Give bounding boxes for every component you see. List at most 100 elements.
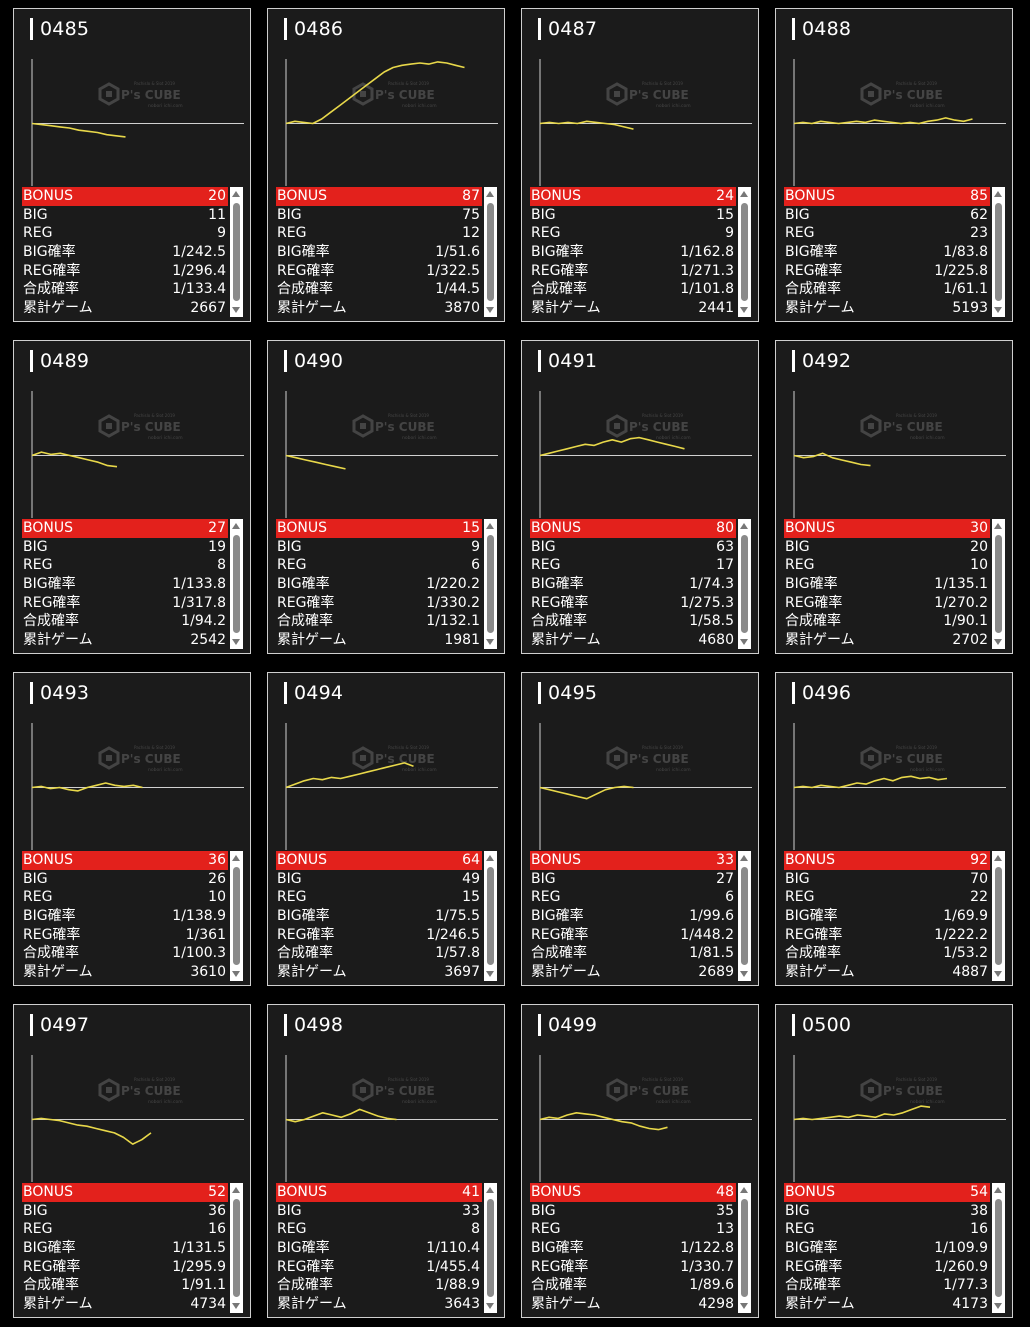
- stats-scrollbar[interactable]: [992, 1183, 1005, 1313]
- svg-text:Pachislo & Slot 2019: Pachislo & Slot 2019: [642, 413, 683, 418]
- stats-scrollbar[interactable]: [230, 187, 243, 317]
- scroll-thumb[interactable]: [487, 535, 494, 633]
- stats-scrollbar[interactable]: [230, 1183, 243, 1313]
- scroll-thumb[interactable]: [741, 535, 748, 633]
- scroll-down-icon[interactable]: [232, 307, 240, 313]
- scroll-up-icon[interactable]: [994, 523, 1002, 529]
- scroll-down-icon[interactable]: [486, 1303, 494, 1309]
- stat-row-reg-rate: REG確率 1/330.2: [276, 594, 482, 613]
- scroll-down-icon[interactable]: [740, 1303, 748, 1309]
- scroll-up-icon[interactable]: [994, 191, 1002, 197]
- stats-scrollbar[interactable]: [992, 187, 1005, 317]
- machine-card[interactable]: 0494 P's CUBE Pachislo & Slot 2019 nobori i…: [267, 672, 505, 986]
- watermark-logo: P's CUBE Pachislo & Slot 2019 nobori ichi.…: [860, 81, 945, 109]
- stats-scrollbar[interactable]: [484, 1183, 497, 1313]
- machine-card[interactable]: 0485 P's CUBE Pachislo & Slot 2019 nobori i…: [13, 8, 251, 322]
- stats-scrollbar[interactable]: [484, 851, 497, 981]
- scroll-down-icon[interactable]: [486, 639, 494, 645]
- scroll-down-icon[interactable]: [740, 639, 748, 645]
- scroll-down-icon[interactable]: [994, 639, 1002, 645]
- stat-value: 1/51.6: [435, 244, 480, 261]
- scroll-thumb[interactable]: [487, 867, 494, 965]
- scroll-down-icon[interactable]: [994, 307, 1002, 313]
- stats-scrollbar[interactable]: [738, 187, 751, 317]
- scroll-up-icon[interactable]: [486, 191, 494, 197]
- scroll-up-icon[interactable]: [994, 855, 1002, 861]
- scroll-thumb[interactable]: [995, 535, 1002, 633]
- stat-row-big: BIG 63: [530, 538, 736, 557]
- scroll-down-icon[interactable]: [486, 971, 494, 977]
- scroll-up-icon[interactable]: [486, 1187, 494, 1193]
- stats-scrollbar[interactable]: [992, 851, 1005, 981]
- scroll-down-icon[interactable]: [740, 307, 748, 313]
- machine-card[interactable]: 0490 P's CUBE Pachislo & Slot 2019 nobori i…: [267, 340, 505, 654]
- scroll-up-icon[interactable]: [232, 523, 240, 529]
- machine-header: 0490: [284, 349, 343, 373]
- stat-value: 80: [716, 520, 734, 536]
- machine-card[interactable]: 0487 P's CUBE Pachislo & Slot 2019 nobori i…: [521, 8, 759, 322]
- machine-card[interactable]: 0500 P's CUBE Pachislo & Slot 2019 nobori i…: [775, 1004, 1013, 1318]
- stat-value: 33: [716, 852, 734, 868]
- scroll-thumb[interactable]: [741, 1199, 748, 1297]
- scroll-down-icon[interactable]: [740, 971, 748, 977]
- scroll-thumb[interactable]: [233, 203, 240, 301]
- machine-card[interactable]: 0489 P's CUBE Pachislo & Slot 2019 nobori i…: [13, 340, 251, 654]
- scroll-up-icon[interactable]: [232, 855, 240, 861]
- slump-line: [31, 782, 143, 792]
- scroll-down-icon[interactable]: [232, 639, 240, 645]
- stat-value: 1/295.9: [172, 1258, 226, 1275]
- machine-card[interactable]: 0497 P's CUBE Pachislo & Slot 2019 nobori i…: [13, 1004, 251, 1318]
- scroll-up-icon[interactable]: [740, 523, 748, 529]
- stat-row-games: 累計ゲーム 2441: [530, 299, 736, 318]
- scroll-up-icon[interactable]: [232, 1187, 240, 1193]
- stat-row-games: 累計ゲーム 4298: [530, 1295, 736, 1314]
- machine-card[interactable]: 0493 P's CUBE Pachislo & Slot 2019 nobori i…: [13, 672, 251, 986]
- scroll-up-icon[interactable]: [994, 1187, 1002, 1193]
- machine-card[interactable]: 0495 P's CUBE Pachislo & Slot 2019 nobori i…: [521, 672, 759, 986]
- scroll-up-icon[interactable]: [232, 191, 240, 197]
- machine-card[interactable]: 0499 P's CUBE Pachislo & Slot 2019 nobori i…: [521, 1004, 759, 1318]
- stats-scrollbar[interactable]: [484, 187, 497, 317]
- scroll-thumb[interactable]: [487, 1199, 494, 1297]
- scroll-thumb[interactable]: [995, 867, 1002, 965]
- scroll-down-icon[interactable]: [486, 307, 494, 313]
- stats-scrollbar[interactable]: [738, 1183, 751, 1313]
- scroll-thumb[interactable]: [995, 203, 1002, 301]
- stats-table: BONUS 30 BIG 20 REG 10 BIG確率 1/135.1 REG確率 1/270.…: [784, 519, 990, 650]
- stats-scrollbar[interactable]: [992, 519, 1005, 649]
- scroll-up-icon[interactable]: [740, 1187, 748, 1193]
- stat-label: BONUS: [23, 852, 73, 868]
- machine-card[interactable]: 0488 P's CUBE Pachislo & Slot 2019 nobori i…: [775, 8, 1013, 322]
- stats-scrollbar[interactable]: [230, 851, 243, 981]
- machine-number: 0495: [548, 682, 598, 704]
- stat-value: 1/99.6: [689, 908, 734, 925]
- scroll-thumb[interactable]: [741, 203, 748, 301]
- machine-card[interactable]: 0491 P's CUBE Pachislo & Slot 2019 nobori i…: [521, 340, 759, 654]
- machine-card[interactable]: 0492 P's CUBE Pachislo & Slot 2019 nobori i…: [775, 340, 1013, 654]
- scroll-thumb[interactable]: [233, 867, 240, 965]
- stat-label: BIG: [277, 1202, 302, 1219]
- machine-card[interactable]: 0496 P's CUBE Pachislo & Slot 2019 nobori i…: [775, 672, 1013, 986]
- scroll-up-icon[interactable]: [740, 855, 748, 861]
- scroll-down-icon[interactable]: [232, 1303, 240, 1309]
- machine-card[interactable]: 0486 P's CUBE Pachislo & Slot 2019 nobori i…: [267, 8, 505, 322]
- stat-row-bonus: BONUS 92: [784, 851, 990, 870]
- scroll-down-icon[interactable]: [994, 971, 1002, 977]
- scroll-up-icon[interactable]: [486, 523, 494, 529]
- stats-scrollbar[interactable]: [230, 519, 243, 649]
- scroll-up-icon[interactable]: [740, 191, 748, 197]
- scroll-thumb[interactable]: [233, 535, 240, 633]
- stats-scrollbar[interactable]: [738, 851, 751, 981]
- stats-scrollbar[interactable]: [484, 519, 497, 649]
- machine-card[interactable]: 0498 P's CUBE Pachislo & Slot 2019 nobori i…: [267, 1004, 505, 1318]
- stats-scrollbar[interactable]: [738, 519, 751, 649]
- scroll-thumb[interactable]: [995, 1199, 1002, 1297]
- watermark-logo: P's CUBE Pachislo & Slot 2019 nobori ichi.…: [352, 413, 437, 441]
- scroll-down-icon[interactable]: [994, 1303, 1002, 1309]
- stat-value: 33: [462, 1202, 480, 1219]
- scroll-up-icon[interactable]: [486, 855, 494, 861]
- scroll-down-icon[interactable]: [232, 971, 240, 977]
- scroll-thumb[interactable]: [233, 1199, 240, 1297]
- scroll-thumb[interactable]: [487, 203, 494, 301]
- scroll-thumb[interactable]: [741, 867, 748, 965]
